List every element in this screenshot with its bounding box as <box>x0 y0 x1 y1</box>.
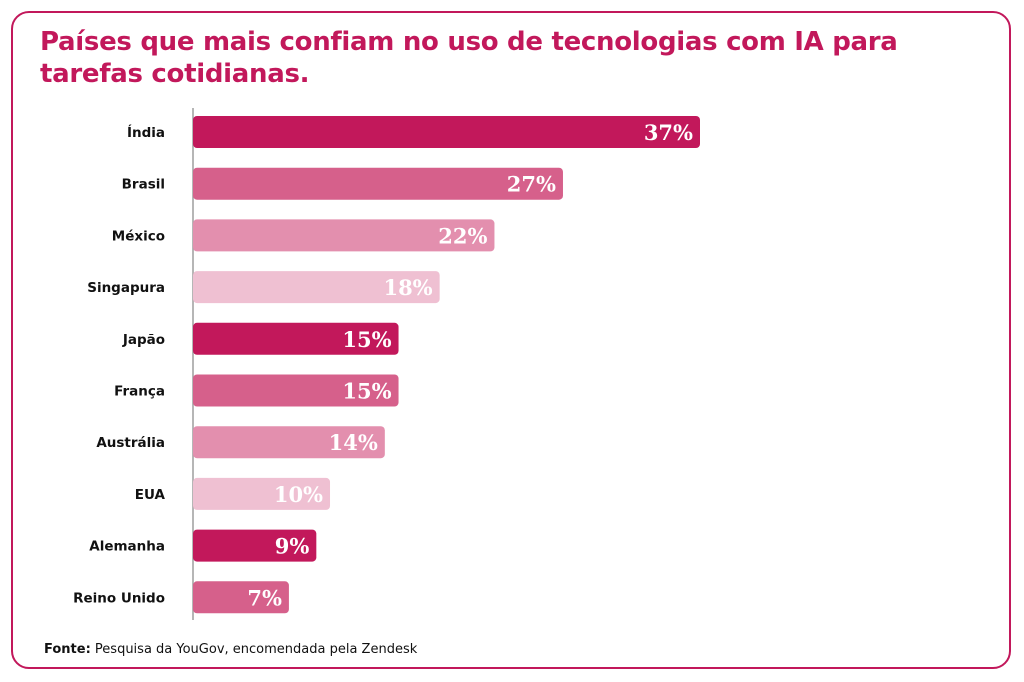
value-label: 9% <box>275 534 310 559</box>
category-label: Reino Unido <box>73 590 165 606</box>
value-label: 14% <box>329 430 378 455</box>
bar <box>193 167 563 200</box>
bar <box>193 374 399 407</box>
value-label: 22% <box>438 223 487 248</box>
category-label: Alemanha <box>89 539 165 555</box>
category-label: Japão <box>122 332 165 348</box>
category-label: Austrália <box>96 435 165 451</box>
bar <box>193 477 331 510</box>
bar <box>193 322 399 355</box>
source-text: Pesquisa da YouGov, encomendada pela Zen… <box>94 642 418 657</box>
category-label: Brasil <box>122 177 165 193</box>
bar <box>193 581 289 614</box>
category-label: EUA <box>135 487 166 503</box>
bar <box>193 529 317 562</box>
value-label: 27% <box>507 172 556 197</box>
bar <box>193 219 495 252</box>
value-label: 10% <box>274 482 323 507</box>
source-note: Fonte: Pesquisa da YouGov, encomendada p… <box>44 642 417 657</box>
value-label: 15% <box>342 327 391 352</box>
bar <box>193 116 700 148</box>
value-label: 37% <box>644 120 693 145</box>
value-label: 18% <box>383 275 432 300</box>
category-label: Singapura <box>87 280 165 296</box>
value-label: 7% <box>247 585 282 610</box>
value-label: 15% <box>342 379 391 404</box>
category-label: México <box>112 228 165 244</box>
bar <box>193 271 440 304</box>
source-label: Fonte: <box>44 642 91 657</box>
chart-title: Países que mais confiam no uso de tecnol… <box>40 27 898 89</box>
bar <box>193 426 385 459</box>
category-label: Índia <box>127 124 165 141</box>
category-label: França <box>114 384 165 400</box>
